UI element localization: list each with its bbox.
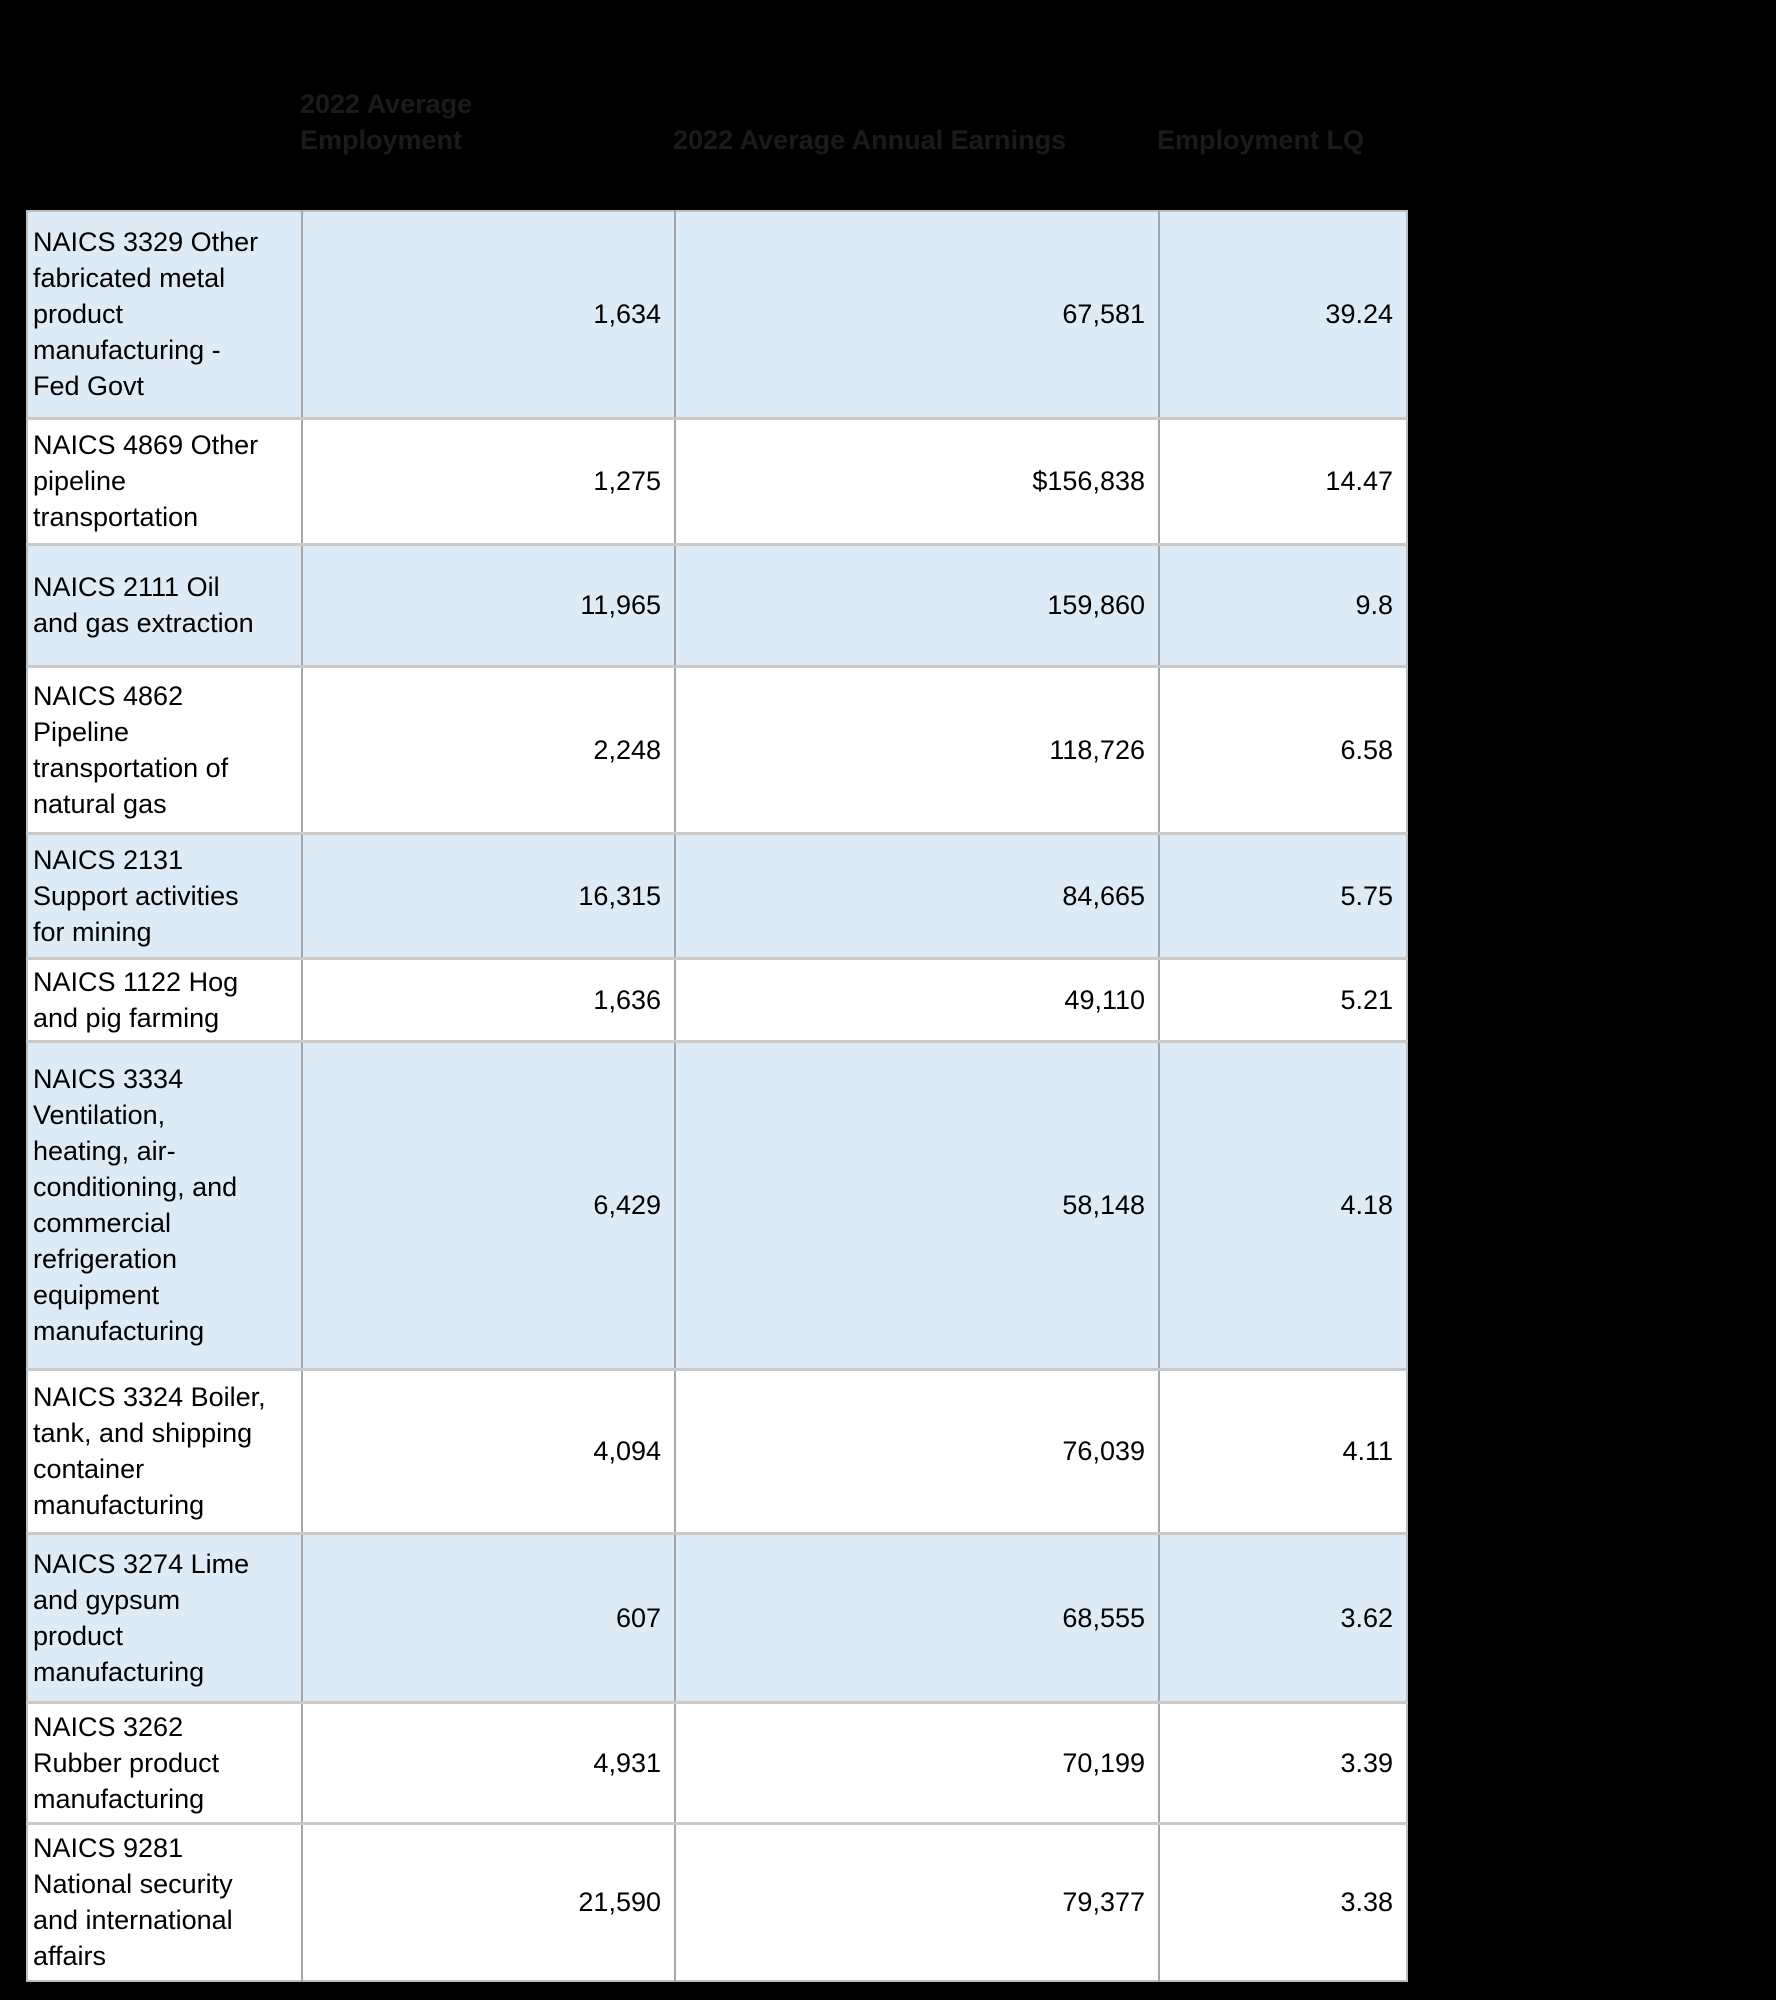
industry-lq-table: NAICS 3329 Other fabricated metal produc… [26,210,1408,1982]
employment-cell: 607 [302,1531,676,1702]
earnings-cell: 118,726 [675,664,1160,833]
lq-cell: 39.24 [1325,299,1393,330]
earnings-cell: 70,199 [675,1700,1160,1823]
table-row: NAICS 3262 Rubber product manufacturing … [27,1700,1407,1823]
table-row: NAICS 3334 Ventilation, heating, air- co… [27,1039,1407,1369]
column-header-employment-lq: Employment LQ [1157,125,1365,155]
earnings-cell: 49,110 [675,956,1160,1041]
employment-cell: 2,248 [302,664,676,833]
lq-cell: 14.47 [1159,416,1407,544]
industry-cell: NAICS 9281 National security and interna… [27,1821,303,1981]
table-row: NAICS 2111 Oil and gas extraction 11,965… [27,542,1407,666]
table-row: NAICS 4869 Other pipeline transportation… [27,416,1407,544]
employment-cell: 11,965 [302,542,676,666]
employment-cell: 21,590 [302,1821,676,1981]
lq-cell: 5.75 [1159,831,1407,958]
industry-cell: NAICS 3329 Other fabricated metal produc… [27,211,303,418]
lq-cell: 3.39 [1159,1700,1407,1823]
earnings-cell: 159,860 [675,542,1160,666]
lq-cell: 9.8 [1159,542,1407,666]
table-row: NAICS 3274 Lime and gypsum product manuf… [27,1531,1407,1702]
table-row: NAICS 2131 Support activities for mining… [27,831,1407,958]
table-row: NAICS 4862 Pipeline transportation of na… [27,664,1407,833]
lq-cell: 3.38 [1159,1821,1407,1981]
lq-cell: 5.21 [1159,956,1407,1041]
industry-cell: NAICS 3334 Ventilation, heating, air- co… [27,1039,303,1369]
industry-cell: NAICS 3324 Boiler, tank, and shipping co… [27,1367,303,1533]
table-row: NAICS 9281 National security and interna… [27,1821,1407,1981]
employment-cell: 16,315 [302,831,676,958]
employment-cell: 6,429 [302,1039,676,1369]
lq-cell: 6.58 [1159,664,1407,833]
industry-cell: NAICS 3274 Lime and gypsum product manuf… [27,1531,303,1702]
earnings-cell: 79,377 [675,1821,1160,1981]
table-row: NAICS 1122 Hog and pig farming 1,636 49,… [27,956,1407,1041]
employment-cell: 4,094 [302,1367,676,1533]
table-row: NAICS 3324 Boiler, tank, and shipping co… [27,1367,1407,1533]
earnings-cell: $156,838 [675,416,1160,544]
employment-cell: 1,634 [302,211,676,418]
lq-cell: 4.18 [1159,1039,1407,1369]
industry-cell: NAICS 3262 Rubber product manufacturing [27,1700,303,1823]
lq-cell: 3.62 [1159,1531,1407,1702]
employment-cell: 1,275 [302,416,676,544]
industry-cell: NAICS 2131 Support activities for mining [27,831,303,958]
column-header-earnings: 2022 Average Annual Earnings [673,125,1067,155]
earnings-cell: 58,148 [675,1039,1160,1369]
earnings-cell: 68,555 [675,1531,1160,1702]
industry-cell: NAICS 1122 Hog and pig farming [27,956,303,1041]
column-header-employment: 2022 Average Employment [300,89,473,155]
employment-cell: 1,636 [302,956,676,1041]
table-body: NAICS 3329 Other fabricated metal produc… [27,211,1407,1981]
employment-cell: 4,931 [302,1700,676,1823]
lq-cell: 4.11 [1159,1367,1407,1533]
industry-cell: NAICS 4862 Pipeline transportation of na… [27,664,303,833]
table-row: NAICS 3329 Other fabricated metal produc… [27,211,1407,418]
earnings-cell: 67,581 [675,211,1160,418]
industry-cell: NAICS 2111 Oil and gas extraction [27,542,303,666]
industry-cell: NAICS 4869 Other pipeline transportation [27,416,303,544]
earnings-cell: 76,039 [675,1367,1160,1533]
earnings-cell: 84,665 [675,831,1160,958]
